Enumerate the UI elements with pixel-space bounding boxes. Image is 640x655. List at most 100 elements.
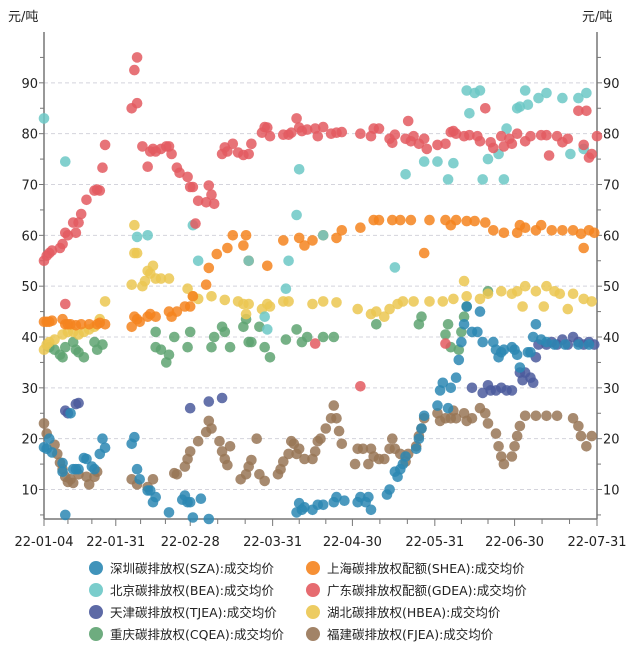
- data-point: [262, 324, 273, 335]
- data-point: [581, 105, 592, 117]
- data-point: [211, 248, 223, 260]
- data-point: [137, 141, 148, 152]
- data-point: [461, 291, 473, 302]
- data-point: [317, 121, 329, 133]
- data-point: [562, 133, 574, 145]
- data-point: [496, 286, 507, 297]
- data-point: [126, 279, 137, 291]
- data-point: [442, 174, 454, 185]
- series-3: [38, 52, 603, 392]
- legend-item[interactable]: 福建碳排放权(FJEA):成交均价: [306, 627, 494, 642]
- data-point: [567, 413, 579, 424]
- data-point: [131, 97, 143, 109]
- data-point: [184, 326, 196, 338]
- legend-marker: [89, 605, 103, 619]
- legend-label: 福建碳排放权(FJEA):成交均价: [327, 627, 494, 642]
- data-point: [535, 219, 547, 231]
- data-point: [400, 169, 411, 180]
- data-point: [150, 491, 161, 503]
- data-point: [402, 115, 414, 127]
- data-point: [445, 382, 457, 394]
- data-point: [421, 143, 433, 155]
- data-point: [389, 129, 401, 140]
- data-point: [65, 408, 76, 419]
- data-point: [94, 185, 106, 196]
- x-tick-label: 22-01-31: [86, 535, 145, 550]
- data-point: [206, 341, 217, 353]
- data-point: [578, 242, 589, 254]
- series-2: [38, 85, 592, 335]
- data-point: [78, 352, 90, 363]
- data-point: [488, 225, 499, 236]
- data-point: [243, 255, 254, 267]
- data-point: [171, 306, 183, 317]
- data-point: [280, 334, 292, 345]
- data-point: [216, 392, 228, 404]
- data-point: [498, 344, 510, 356]
- data-point: [195, 493, 207, 505]
- data-point: [461, 301, 473, 312]
- data-point: [578, 293, 589, 305]
- data-point: [299, 453, 310, 465]
- data-point: [557, 92, 568, 104]
- data-point: [458, 311, 470, 323]
- data-point: [482, 288, 494, 300]
- data-point: [511, 286, 523, 297]
- legend: 深圳碳排放权(SZA):成交均价 上海碳排放权配额(SHEA):成交均价北京碳排放…: [89, 561, 527, 642]
- data-point: [317, 230, 329, 241]
- data-point: [293, 164, 305, 175]
- legend-label: 上海碳排放权配额(SHEA):成交均价: [327, 561, 525, 576]
- data-point: [410, 443, 422, 455]
- data-point: [129, 219, 140, 231]
- data-point: [397, 296, 409, 307]
- data-point: [57, 238, 68, 250]
- data-point: [46, 315, 58, 327]
- data-point: [389, 262, 401, 273]
- data-point: [293, 443, 305, 455]
- legend-marker: [306, 561, 320, 575]
- data-point: [418, 247, 430, 259]
- data-point: [498, 174, 510, 185]
- data-point: [309, 338, 321, 349]
- legend-marker: [306, 605, 320, 619]
- legend-item[interactable]: 上海碳排放权配额(SHEA):成交均价: [306, 561, 525, 576]
- data-point: [142, 230, 153, 241]
- data-point: [46, 447, 58, 458]
- legend-item[interactable]: 天津碳排放权(TJEA):成交均价: [89, 605, 277, 620]
- data-point: [208, 198, 220, 210]
- legend-item[interactable]: 广东碳排放权配额(GDEA):成交均价: [306, 583, 527, 598]
- legend-item[interactable]: 重庆碳排放权(CQEA):成交均价: [89, 627, 284, 642]
- data-point: [262, 260, 273, 272]
- data-point: [291, 113, 302, 124]
- data-point: [474, 85, 486, 96]
- data-point: [450, 413, 462, 424]
- data-point: [182, 171, 193, 183]
- data-point: [477, 174, 489, 185]
- data-point: [224, 441, 236, 452]
- data-point: [477, 387, 489, 399]
- data-point: [203, 396, 215, 407]
- legend-item[interactable]: 湖北碳排放权(HBEA):成交均价: [306, 605, 501, 620]
- data-point: [543, 150, 555, 161]
- legend-marker: [89, 561, 103, 575]
- data-point: [155, 344, 167, 356]
- data-point: [453, 354, 465, 366]
- data-point: [280, 283, 292, 295]
- data-point: [259, 311, 271, 323]
- legend-label: 重庆碳排放权(CQEA):成交均价: [110, 627, 284, 642]
- data-point: [246, 336, 257, 348]
- legend-item[interactable]: 深圳碳排放权(SZA):成交均价: [89, 561, 275, 576]
- data-point: [283, 448, 294, 460]
- data-point: [134, 474, 145, 485]
- x-tick-label: 22-05-31: [405, 535, 464, 550]
- legend-item[interactable]: 北京碳排放权(BEA):成交均价: [89, 583, 274, 598]
- data-point: [315, 433, 326, 445]
- data-point: [461, 85, 473, 96]
- data-point: [166, 148, 177, 160]
- data-point: [440, 138, 451, 150]
- data-point: [243, 298, 254, 310]
- data-point: [222, 242, 233, 254]
- data-point: [208, 331, 220, 343]
- data-point: [75, 319, 87, 330]
